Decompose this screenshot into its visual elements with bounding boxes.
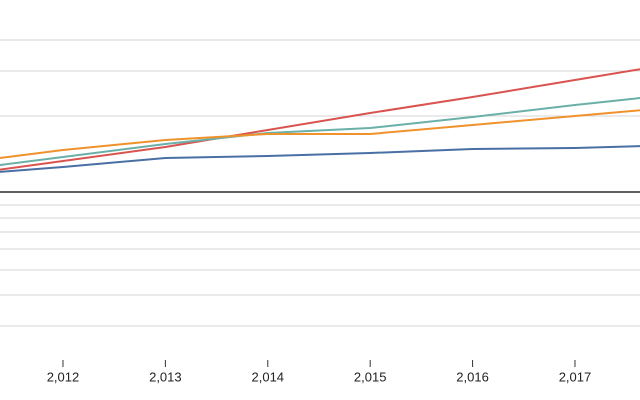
plot-area	[0, 68, 640, 173]
series-line	[0, 145, 640, 173]
series-line	[0, 109, 640, 160]
series-line	[0, 97, 640, 167]
x-tick-label: 2,012	[47, 369, 80, 384]
series-line	[0, 68, 640, 171]
x-tick-label: 2,017	[559, 369, 592, 384]
x-tick-label: 2,014	[252, 369, 285, 384]
x-tick-label: 2,013	[149, 369, 182, 384]
x-tick-label: 2,016	[456, 369, 489, 384]
x-tick-label: 2,015	[354, 369, 387, 384]
